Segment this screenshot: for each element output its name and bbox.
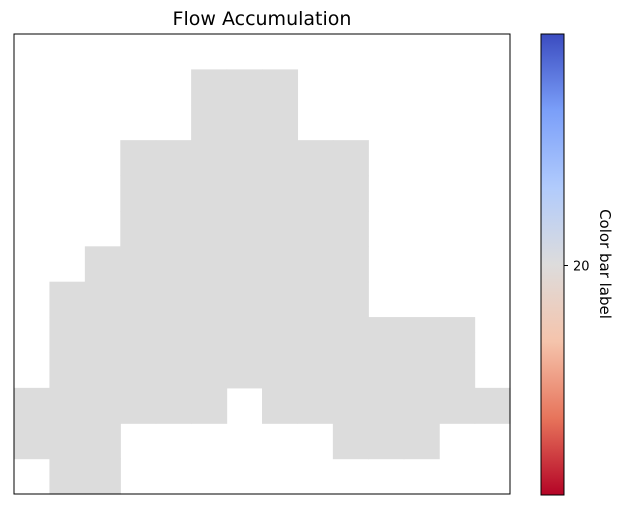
heatmap-cell	[474, 387, 511, 424]
heatmap-cell	[368, 387, 405, 424]
heatmap-cell	[332, 210, 369, 247]
heatmap-cell	[226, 210, 263, 247]
heatmap-cell	[403, 352, 440, 389]
heatmap-cell	[84, 387, 121, 424]
heatmap-cell	[155, 281, 192, 318]
heatmap-cell	[262, 281, 299, 318]
plot-frame	[13, 33, 511, 495]
heatmap-cell	[84, 458, 121, 495]
heatmap-cell	[155, 387, 192, 424]
heatmap-cell	[191, 210, 228, 247]
heatmap-cell	[49, 352, 86, 389]
heatmap-cell	[262, 317, 299, 354]
heatmap-cell	[332, 423, 369, 460]
heatmap-cell	[14, 423, 51, 460]
heatmap-cell	[120, 246, 157, 283]
heatmap-cell	[297, 175, 334, 212]
heatmap-cell	[262, 69, 299, 106]
heatmap-cell	[84, 423, 121, 460]
heatmap-cell	[49, 281, 86, 318]
heatmap-cell	[226, 104, 263, 141]
heatmap-cell	[439, 387, 476, 424]
heatmap-cell	[297, 317, 334, 354]
heatmap-cell	[368, 352, 405, 389]
heatmap-cell	[403, 317, 440, 354]
heatmap-cell	[155, 246, 192, 283]
heatmap-cell	[297, 246, 334, 283]
heatmap-cell	[191, 387, 228, 424]
heatmap-cell	[332, 246, 369, 283]
heatmap-cell	[84, 352, 121, 389]
colorbar-ticks: 20	[564, 260, 590, 275]
heatmap-cell	[84, 281, 121, 318]
heatmap-cell	[403, 387, 440, 424]
heatmap-cell	[297, 352, 334, 389]
heatmap-cell	[226, 317, 263, 354]
heatmap-cell	[120, 317, 157, 354]
heatmap-cell	[120, 281, 157, 318]
heatmap-cell	[120, 175, 157, 212]
heatmap-cell	[262, 352, 299, 389]
heatmap-cell	[439, 317, 476, 354]
heatmap-cell	[297, 387, 334, 424]
heatmap-cell	[439, 352, 476, 389]
heatmap-cell	[332, 317, 369, 354]
heatmap-cell	[191, 175, 228, 212]
heatmap-cell	[120, 210, 157, 247]
heatmap-cell	[262, 210, 299, 247]
heatmap-cell	[368, 423, 405, 460]
colorbar-gradient	[540, 33, 565, 496]
heatmap-cell	[403, 423, 440, 460]
heatmap-cell	[262, 104, 299, 141]
heatmap-cell	[191, 352, 228, 389]
chart-title: Flow Accumulation	[173, 8, 352, 30]
heatmap-cell	[120, 352, 157, 389]
heatmap-cell	[191, 281, 228, 318]
heatmap-cell	[120, 140, 157, 177]
heatmap-cell	[49, 317, 86, 354]
heatmap-cell	[262, 246, 299, 283]
heatmap-cell	[332, 140, 369, 177]
heatmap-cell	[262, 387, 299, 424]
heatmap-cell	[191, 317, 228, 354]
colorbar-tick-label: 20	[573, 260, 590, 275]
heatmap-cell	[191, 69, 228, 106]
heatmap-cell	[84, 317, 121, 354]
heatmap-cell	[155, 210, 192, 247]
heatmap-cell	[332, 352, 369, 389]
heatmap-cell	[226, 281, 263, 318]
heatmap-cell	[155, 140, 192, 177]
heatmap-cell	[191, 104, 228, 141]
colorbar-label: Color bar label	[596, 209, 614, 319]
heatmap-cell	[262, 140, 299, 177]
heatmap-cell	[297, 140, 334, 177]
heatmap-cell	[14, 387, 51, 424]
heatmap-cell	[332, 281, 369, 318]
heatmap-cell	[155, 175, 192, 212]
heatmap-cell	[49, 387, 86, 424]
heatmap-cell	[155, 317, 192, 354]
heatmap-cell	[297, 281, 334, 318]
heatmap-cell	[84, 246, 121, 283]
heatmap-cell	[332, 387, 369, 424]
heatmap-cell	[262, 175, 299, 212]
heatmap-cell	[191, 140, 228, 177]
heatmap-cell	[155, 352, 192, 389]
heatmap-cell	[297, 210, 334, 247]
heatmap-cell	[368, 317, 405, 354]
heatmap-cells	[14, 69, 511, 495]
heatmap-cell	[226, 69, 263, 106]
heatmap-cell	[191, 246, 228, 283]
heatmap-cell	[332, 175, 369, 212]
heatmap-cell	[226, 175, 263, 212]
heatmap-cell	[226, 140, 263, 177]
heatmap-cell	[120, 387, 157, 424]
heatmap-cell	[226, 246, 263, 283]
heatmap-cell	[226, 352, 263, 389]
heatmap-cell	[49, 423, 86, 460]
heatmap-cell	[49, 458, 86, 495]
